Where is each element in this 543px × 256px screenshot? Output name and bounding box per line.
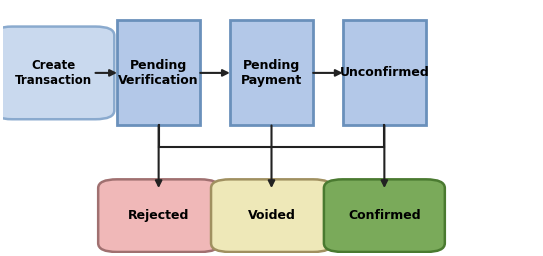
FancyBboxPatch shape <box>98 179 219 252</box>
Text: Pending
Verification: Pending Verification <box>118 59 199 87</box>
FancyBboxPatch shape <box>211 179 332 252</box>
Bar <box>117 20 200 125</box>
Text: Voided: Voided <box>248 209 295 222</box>
Bar <box>343 20 426 125</box>
Text: Rejected: Rejected <box>128 209 190 222</box>
FancyBboxPatch shape <box>0 27 114 119</box>
Text: Create
Transaction: Create Transaction <box>15 59 92 87</box>
Text: Confirmed: Confirmed <box>348 209 421 222</box>
FancyBboxPatch shape <box>324 179 445 252</box>
Text: Unconfirmed: Unconfirmed <box>339 66 429 79</box>
Text: Pending
Payment: Pending Payment <box>241 59 302 87</box>
Bar <box>230 20 313 125</box>
